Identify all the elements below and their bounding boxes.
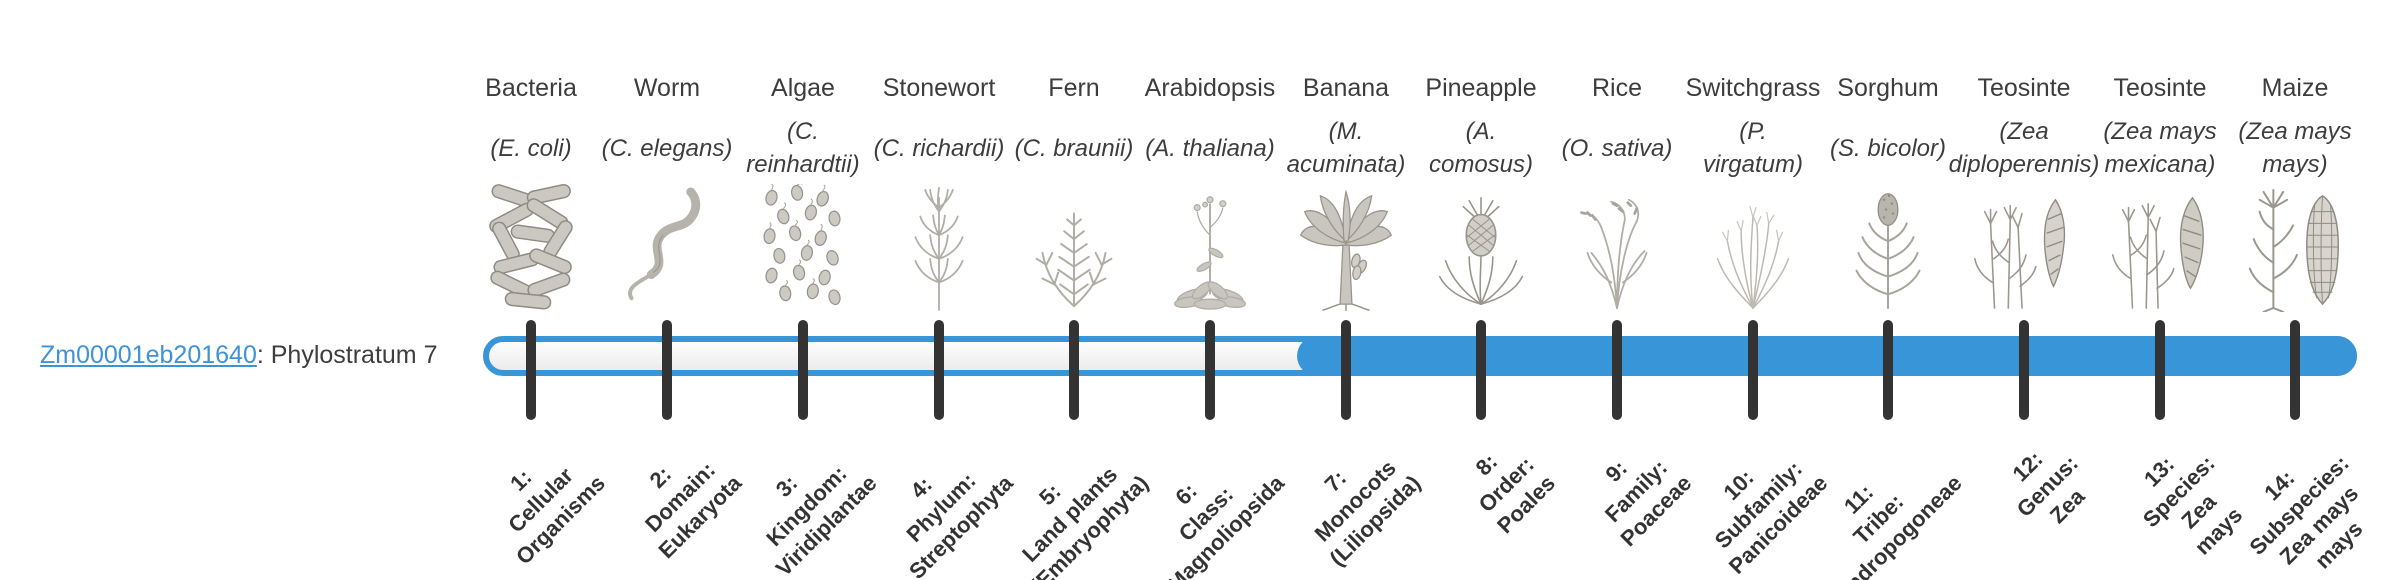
organism-name: Teosinte xyxy=(1977,74,2071,102)
organism-column: Pineapple (A. comosus) 8: Order: Poales xyxy=(1396,0,1566,580)
phylostratum-tick xyxy=(798,320,808,420)
arabidopsis-image xyxy=(1150,178,1270,312)
organism-name: Teosinte xyxy=(2113,74,2207,102)
organism-column: Maize (Zea mays mays) 14: Subs xyxy=(2210,0,2380,580)
organism-name: Fern xyxy=(1048,74,1100,102)
organism-column: Arabidopsis (A. thaliana) xyxy=(1125,0,1295,580)
phylostratum-tick xyxy=(1476,320,1486,420)
stonewort-image xyxy=(879,178,999,312)
organism-column: Stonewort (C. richardii) 4: Phylum: xyxy=(854,0,1024,580)
phylostratum-tick xyxy=(2290,320,2300,420)
bacteria-image xyxy=(471,178,591,312)
organism-species: (C. braunii) xyxy=(1014,134,1134,162)
phylostratum-label: 14: Subspecies: Zea mays mays xyxy=(2244,450,2368,574)
organism-species: (C. richardii) xyxy=(873,134,1005,162)
phylostratum-tick xyxy=(1748,320,1758,420)
organism-species: (O. sativa) xyxy=(1561,134,1673,162)
organism-column: Bacteria (E. coli) xyxy=(446,0,616,580)
gene-label: Zm00001eb201640: Phylostratum 7 xyxy=(40,341,438,370)
organism-name: Maize xyxy=(2261,74,2329,102)
rice-image xyxy=(1557,178,1677,312)
organism-name: Sorghum xyxy=(1837,74,1939,102)
banana-image xyxy=(1286,178,1406,312)
switchgrass-image xyxy=(1693,178,1813,312)
phylostratum-tick xyxy=(662,320,672,420)
gene-id-link[interactable]: Zm00001eb201640 xyxy=(40,341,257,369)
organism-column: Switchgrass (P. virgatum) 10: Subfamily:… xyxy=(1668,0,1838,580)
organism-species: (Zea mays mexicana) xyxy=(2103,118,2217,178)
organism-name: Pineapple xyxy=(1425,74,1537,102)
organism-species: (A. thaliana) xyxy=(1145,134,1275,162)
organism-species: (P. virgatum) xyxy=(1702,118,1804,178)
teosinte-image xyxy=(1964,178,2084,312)
organism-column: Fern (C. braunii) xyxy=(989,0,1159,580)
sorghum-image xyxy=(1828,178,1948,312)
organism-species: (S. bicolor) xyxy=(1829,134,1947,162)
organism-species: (C. elegans) xyxy=(601,134,733,162)
phylostratum-tick xyxy=(1205,320,1215,420)
organism-name: Bacteria xyxy=(485,74,577,102)
organism-column: Teosinte (Zea diploperennis) 12: Genus: … xyxy=(1939,0,2109,580)
phylostratum-tick xyxy=(1341,320,1351,420)
pineapple-image xyxy=(1421,178,1541,312)
worm-image xyxy=(607,178,727,312)
organism-column: Algae (C. reinhardtii) xyxy=(718,0,888,580)
organism-name: Arabidopsis xyxy=(1144,74,1276,102)
organism-name: Stonewort xyxy=(882,74,996,102)
teosinte-mexicana-image xyxy=(2100,178,2220,312)
phylostratum-tick xyxy=(1069,320,1079,420)
phylostratum-tick xyxy=(526,320,536,420)
phylostratum-tick xyxy=(2155,320,2165,420)
phylostratum-tick xyxy=(2019,320,2029,420)
organism-name: Rice xyxy=(1591,74,1642,102)
phylostratum-tick xyxy=(1883,320,1893,420)
organism-species: (C. reinhardtii) xyxy=(746,118,860,178)
phylostratum-bar-filled xyxy=(1297,336,2357,376)
organism-species: (M. acuminata) xyxy=(1286,118,1406,178)
organism-column: Worm (C. elegans) 2: Domain: Eukaryota xyxy=(582,0,752,580)
gene-phylostratum-text: : Phylostratum 7 xyxy=(256,341,438,369)
organism-column: Banana (M. acuminata) xyxy=(1261,0,1431,580)
organism-column: Rice (O. sativa) 9: Family: Poaceae xyxy=(1532,0,1702,580)
phylostratum-tick xyxy=(934,320,944,420)
maize-image xyxy=(2235,178,2355,312)
organism-species: (E. coli) xyxy=(490,134,572,162)
organism-species: (Zea mays mays) xyxy=(2238,118,2352,178)
organism-name: Worm xyxy=(633,74,701,102)
organism-column: Sorghum (S. bicolor) 11: Tribe: Andropog… xyxy=(1803,0,1973,580)
fern-image xyxy=(1014,178,1134,312)
algae-image xyxy=(743,178,863,312)
organism-species: (Zea diploperennis) xyxy=(1948,118,2100,178)
phylostratum-tick xyxy=(1612,320,1622,420)
organism-species: (A. comosus) xyxy=(1428,118,1534,178)
organism-column: Teosinte (Zea mays mexicana) 13: Species… xyxy=(2075,0,2246,580)
organism-name: Switchgrass xyxy=(1685,74,1821,102)
organism-name: Banana xyxy=(1302,74,1390,102)
organism-name: Algae xyxy=(771,74,835,102)
